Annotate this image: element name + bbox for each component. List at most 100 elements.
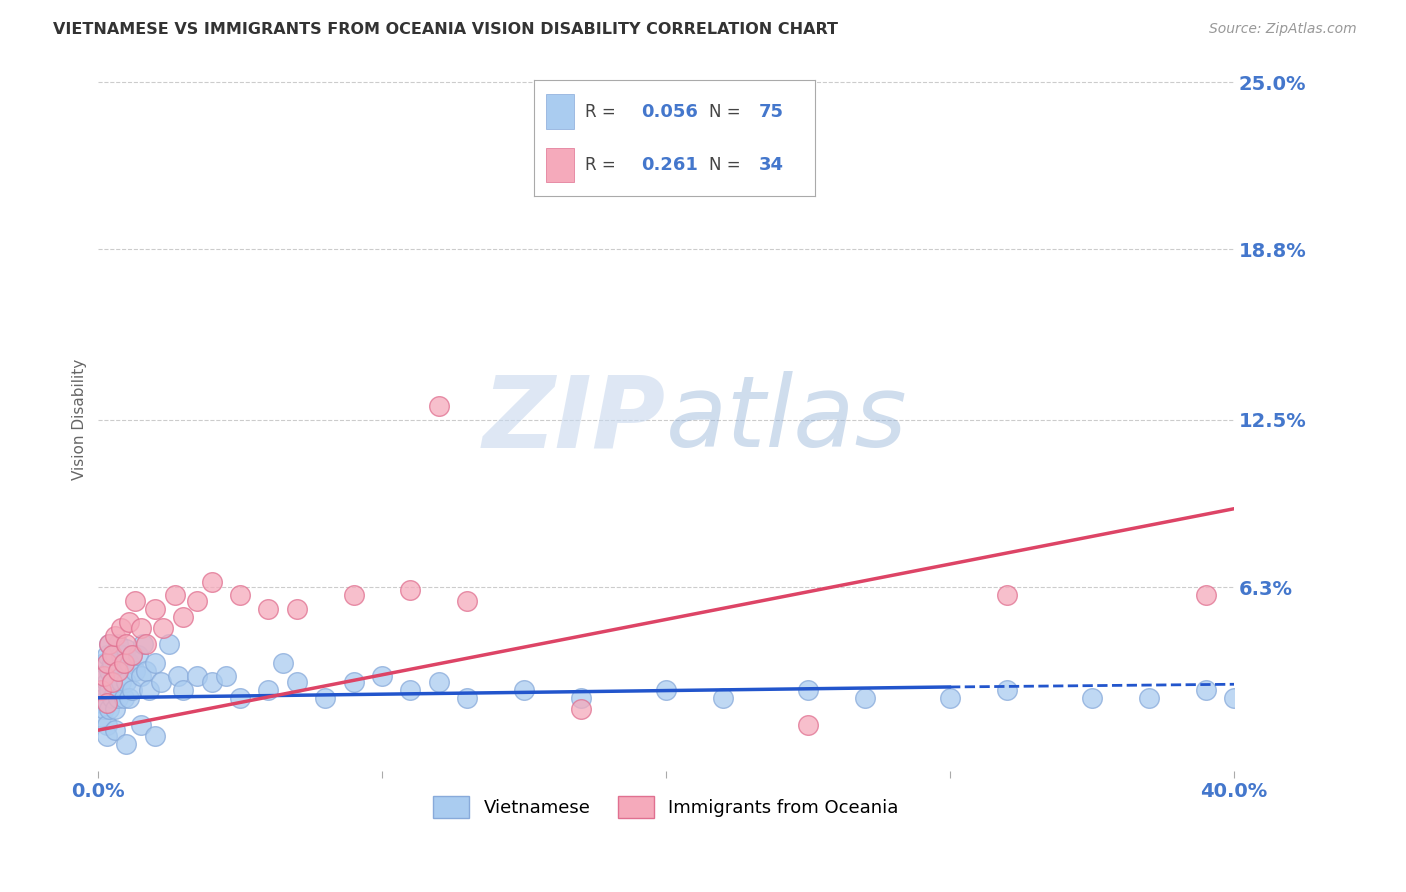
Point — [1081, 690, 1104, 705]
Point — [101, 648, 124, 662]
Point — [229, 690, 252, 705]
Point — [110, 674, 132, 689]
Point — [98, 701, 121, 715]
Point — [163, 588, 186, 602]
Point — [314, 690, 336, 705]
Point — [115, 637, 138, 651]
Point — [371, 669, 394, 683]
Point — [121, 648, 143, 662]
Point — [107, 690, 129, 705]
Point — [427, 674, 450, 689]
Point — [655, 682, 678, 697]
Point — [110, 648, 132, 662]
FancyBboxPatch shape — [546, 147, 574, 182]
Point — [112, 656, 135, 670]
Text: R =: R = — [585, 103, 616, 120]
Text: 75: 75 — [759, 103, 785, 120]
Point — [104, 648, 127, 662]
Legend: Vietnamese, Immigrants from Oceania: Vietnamese, Immigrants from Oceania — [426, 789, 905, 825]
Point — [427, 399, 450, 413]
Point — [343, 588, 366, 602]
Point — [172, 682, 194, 697]
Point — [121, 682, 143, 697]
Point — [135, 637, 157, 651]
Point — [96, 696, 118, 710]
Point — [96, 729, 118, 743]
Text: 34: 34 — [759, 156, 785, 174]
Point — [201, 674, 224, 689]
Point — [107, 637, 129, 651]
Point — [129, 669, 152, 683]
Point — [90, 696, 112, 710]
Point — [90, 709, 112, 723]
Point — [115, 737, 138, 751]
Point — [797, 682, 820, 697]
Point — [399, 682, 422, 697]
Point — [143, 729, 166, 743]
Point — [90, 682, 112, 697]
Point — [93, 682, 115, 697]
Text: 0.261: 0.261 — [641, 156, 697, 174]
Point — [118, 615, 141, 629]
Point — [101, 674, 124, 689]
Text: atlas: atlas — [666, 371, 908, 468]
Point — [110, 621, 132, 635]
Text: ZIP: ZIP — [484, 371, 666, 468]
Point — [229, 588, 252, 602]
Point — [513, 682, 536, 697]
Point — [118, 690, 141, 705]
Point — [107, 664, 129, 678]
Point — [138, 682, 160, 697]
Point — [96, 718, 118, 732]
Y-axis label: Vision Disability: Vision Disability — [72, 359, 87, 480]
Point — [93, 669, 115, 683]
Point — [129, 718, 152, 732]
Text: VIETNAMESE VS IMMIGRANTS FROM OCEANIA VISION DISABILITY CORRELATION CHART: VIETNAMESE VS IMMIGRANTS FROM OCEANIA VI… — [53, 22, 838, 37]
Point — [124, 593, 146, 607]
Text: Source: ZipAtlas.com: Source: ZipAtlas.com — [1209, 22, 1357, 37]
Point — [1194, 682, 1216, 697]
Point — [98, 637, 121, 651]
Point — [124, 664, 146, 678]
Point — [598, 143, 620, 157]
Point — [129, 621, 152, 635]
Point — [166, 669, 188, 683]
Point — [112, 656, 135, 670]
Point — [121, 648, 143, 662]
Point — [104, 701, 127, 715]
Point — [104, 723, 127, 738]
Point — [456, 690, 478, 705]
Point — [96, 696, 118, 710]
Point — [1137, 690, 1160, 705]
Point — [104, 682, 127, 697]
Point — [93, 656, 115, 670]
Text: 0.056: 0.056 — [641, 103, 697, 120]
Point — [215, 669, 238, 683]
Point — [93, 701, 115, 715]
FancyBboxPatch shape — [546, 95, 574, 129]
Text: N =: N = — [709, 103, 740, 120]
Point — [101, 674, 124, 689]
Point — [152, 621, 174, 635]
Point — [995, 682, 1018, 697]
Point — [186, 669, 208, 683]
Point — [1223, 690, 1246, 705]
Point — [98, 664, 121, 678]
Point — [101, 690, 124, 705]
Point — [115, 642, 138, 657]
Point — [96, 674, 118, 689]
Point — [271, 656, 294, 670]
Point — [135, 664, 157, 678]
Point — [1194, 588, 1216, 602]
Point — [172, 609, 194, 624]
Point — [107, 664, 129, 678]
Point — [201, 574, 224, 589]
Point — [132, 637, 155, 651]
Point — [569, 701, 592, 715]
Point — [98, 637, 121, 651]
Point — [127, 648, 149, 662]
Point — [98, 682, 121, 697]
Point — [101, 656, 124, 670]
Point — [456, 593, 478, 607]
Point — [90, 669, 112, 683]
